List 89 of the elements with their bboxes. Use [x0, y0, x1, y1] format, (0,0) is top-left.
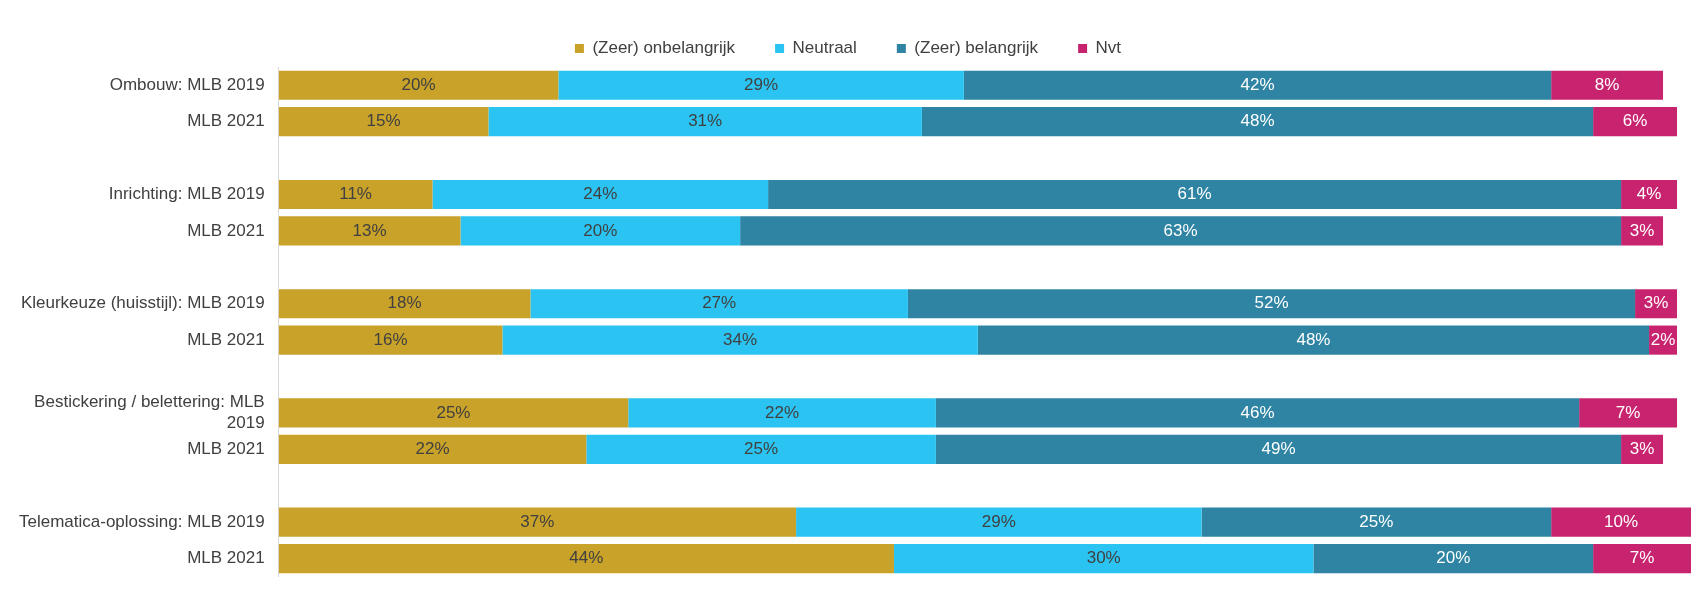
data-label: 25% [436, 402, 471, 422]
bar [502, 325, 978, 355]
data-label: 18% [387, 293, 422, 313]
data-label: 7% [1615, 402, 1641, 422]
bar [1313, 544, 1594, 574]
bar [278, 544, 894, 574]
bar [796, 507, 1202, 537]
data-label: 29% [744, 74, 779, 94]
data-label: 34% [723, 329, 758, 349]
bar [1593, 107, 1678, 137]
bar [278, 507, 797, 537]
bar [935, 434, 1622, 464]
bar [278, 325, 503, 355]
bar [278, 398, 629, 428]
bar [278, 434, 587, 464]
data-label: 42% [1240, 74, 1275, 94]
y-tick-label: Bestickering / belettering: MLB 2019 [34, 392, 265, 432]
y-tick-label: MLB 2021 [187, 329, 265, 349]
data-label: 22% [765, 402, 800, 422]
data-label: 49% [1261, 439, 1296, 459]
data-label: 30% [1086, 548, 1121, 568]
data-label: 37% [520, 511, 555, 531]
bar [1593, 544, 1691, 574]
data-label: 20% [583, 220, 618, 240]
data-label: 11% [339, 184, 372, 204]
data-label: 61% [1177, 184, 1212, 204]
legend-label: Neutraal [792, 38, 857, 58]
bar [963, 70, 1552, 100]
data-label: 8% [1594, 74, 1620, 94]
bar [628, 398, 936, 428]
bar [768, 179, 1622, 210]
bar [1551, 507, 1691, 537]
bar [530, 289, 908, 319]
bar [488, 107, 922, 137]
bar [1551, 70, 1664, 100]
legend-label: (Zeer) onbelangrijk [592, 38, 736, 58]
legend-label: (Zeer) belangrijk [914, 38, 1039, 58]
data-label: 52% [1254, 293, 1289, 313]
y-tick-label: MLB 2021 [187, 220, 265, 240]
data-label: 3% [1629, 439, 1655, 459]
bar [278, 70, 559, 100]
data-label: 24% [583, 184, 618, 204]
data-label: 3% [1643, 293, 1669, 313]
bar [893, 544, 1314, 574]
data-label: 25% [744, 439, 779, 459]
data-label: 15% [366, 111, 401, 131]
bar [278, 179, 433, 210]
data-label: 7% [1629, 548, 1655, 568]
y-tick-label: MLB 2021 [187, 548, 265, 568]
bar [460, 216, 741, 246]
bar [558, 70, 964, 100]
bar [977, 325, 1650, 355]
bar [1201, 507, 1552, 537]
legend-label: Nvt [1095, 38, 1122, 58]
bar [921, 107, 1594, 137]
bar [278, 216, 461, 246]
y-tick-label: Inrichting: MLB 2019 [108, 184, 265, 204]
bar [740, 216, 1622, 246]
data-label: 6% [1622, 111, 1648, 131]
data-label: 48% [1240, 111, 1275, 131]
data-label: 2% [1650, 329, 1676, 349]
data-label: 10% [1604, 511, 1639, 531]
y-tick-label: Telematica-oplossing: MLB 2019 [19, 511, 265, 531]
data-label: 22% [415, 439, 450, 459]
y-tick-label: Kleurkeuze (huisstijl): MLB 2019 [20, 293, 265, 313]
data-label: 46% [1240, 402, 1275, 422]
y-tick-label: MLB 2021 [187, 439, 265, 459]
data-label: 13% [352, 220, 387, 240]
bar [278, 289, 531, 319]
bar [432, 179, 769, 210]
data-label: 29% [981, 511, 1016, 531]
data-label: 3% [1629, 220, 1655, 240]
bar [907, 289, 1636, 319]
data-label: 44% [569, 548, 604, 568]
bar [1579, 398, 1678, 428]
bar [935, 398, 1580, 428]
data-label: 25% [1359, 511, 1394, 531]
bar [586, 434, 936, 464]
data-label: 48% [1296, 329, 1331, 349]
data-label: 27% [702, 293, 737, 313]
data-label: 20% [1436, 548, 1471, 568]
data-label: 31% [688, 111, 723, 131]
y-tick-label: MLB 2021 [187, 111, 265, 131]
data-label: 20% [401, 74, 436, 94]
data-label: 4% [1636, 184, 1662, 204]
data-label: 63% [1163, 220, 1198, 240]
bar [278, 107, 489, 137]
data-label: 16% [373, 329, 408, 349]
y-tick-label: Ombouw: MLB 2019 [109, 74, 265, 94]
